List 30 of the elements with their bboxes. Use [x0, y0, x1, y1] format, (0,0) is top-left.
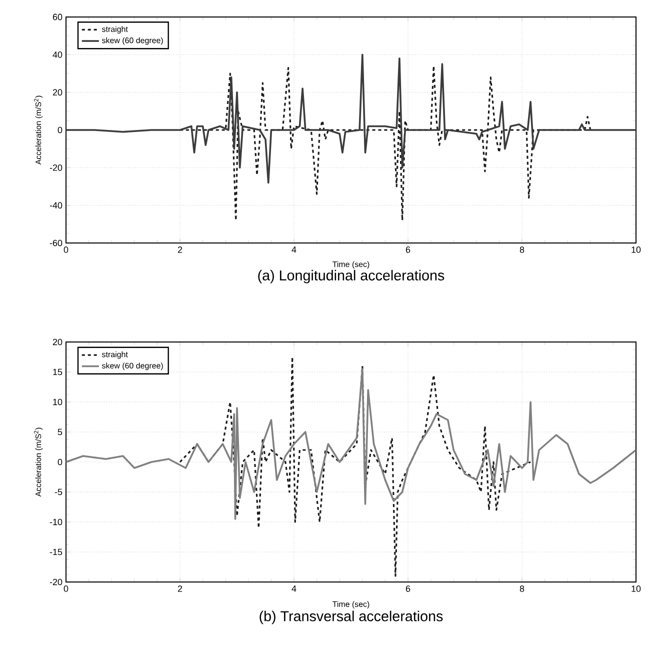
- y-tick-label: 0: [58, 126, 62, 134]
- y-tick-label: 5: [58, 428, 62, 436]
- y-tick-label: -20: [50, 578, 62, 586]
- x-tick-label: 8: [520, 246, 524, 253]
- x-tick-label: 8: [520, 586, 524, 592]
- x-tick-label: 10: [632, 586, 641, 592]
- x-tick-label: 0: [64, 586, 68, 592]
- x-tick-label: 6: [406, 586, 410, 592]
- y-tick-label: -60: [50, 240, 62, 246]
- y-tick-label: 15: [53, 368, 62, 376]
- y-tick-label: -15: [50, 548, 62, 556]
- y-tick-label: 0: [58, 458, 62, 466]
- y-tick-label: -40: [50, 202, 62, 209]
- y-tick-label: 60: [52, 14, 62, 20]
- x-tick-label: 2: [178, 586, 182, 592]
- text: (b) Transversal accelerations: [260, 610, 443, 624]
- y-tick-label: 20: [52, 338, 62, 346]
- y-tick-label: -5: [54, 488, 62, 496]
- y-tick-label: 40: [52, 51, 62, 58]
- x-tick-label: 4: [292, 246, 296, 253]
- y-tick-label: 20: [52, 89, 62, 96]
- x-tick-label: 2: [178, 246, 182, 253]
- y-tick-label: -20: [50, 164, 62, 171]
- y-tick-label: -10: [50, 518, 62, 526]
- x-tick-label: 6: [406, 246, 410, 253]
- x-tick-label: 0: [64, 246, 68, 253]
- x-tick-label: 4: [292, 586, 296, 592]
- x-tick-label: 10: [632, 246, 641, 253]
- y-tick-label: 10: [53, 398, 62, 406]
- text: (a) Longitudinal accelerations: [258, 270, 444, 284]
